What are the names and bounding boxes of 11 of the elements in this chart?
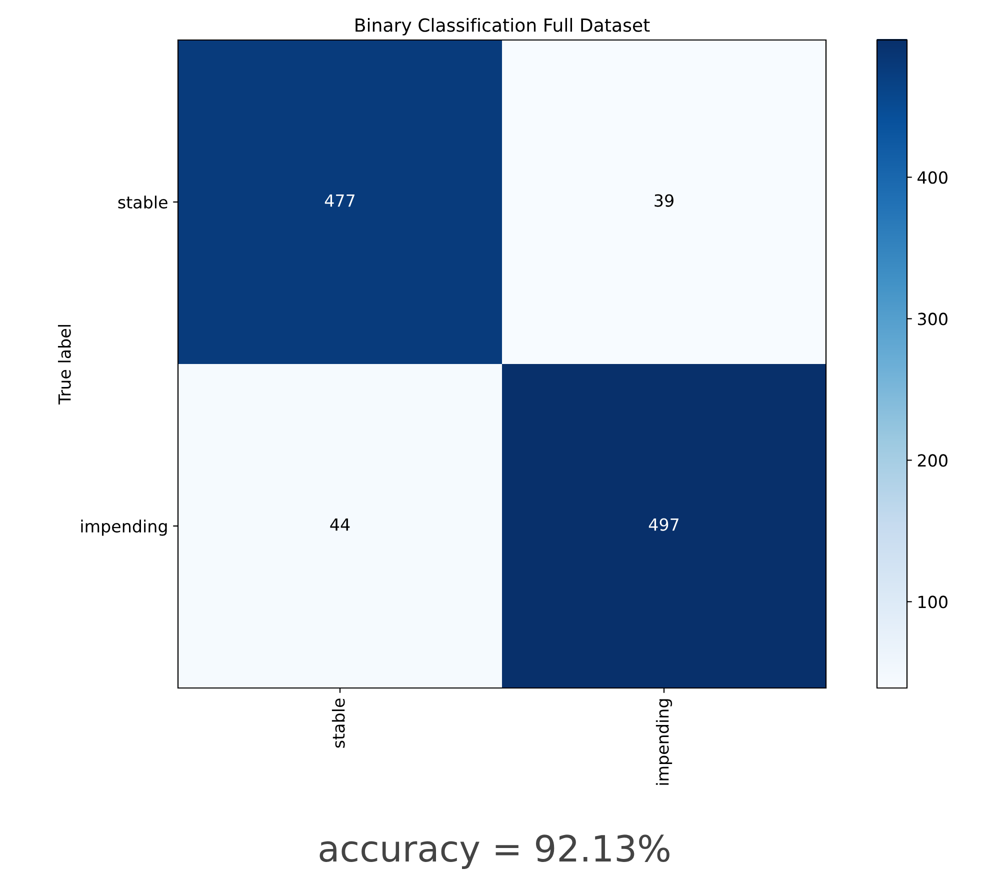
color-bar-label: 400 [918, 171, 948, 184]
data-label: 44 [330, 518, 350, 531]
text: accuracy = 92.13% [320, 834, 670, 869]
y-axis-title: True label [58, 325, 71, 405]
color-bar-label: 300 [918, 312, 948, 326]
data-label: 477 [324, 194, 354, 207]
color-bar-label: 200 [918, 454, 948, 467]
chart-title: Binary Classification Full Dataset [356, 18, 650, 36]
data-label: 39 [654, 194, 674, 207]
data-label: 497 [648, 518, 678, 531]
color-bar-label: 100 [918, 596, 948, 608]
